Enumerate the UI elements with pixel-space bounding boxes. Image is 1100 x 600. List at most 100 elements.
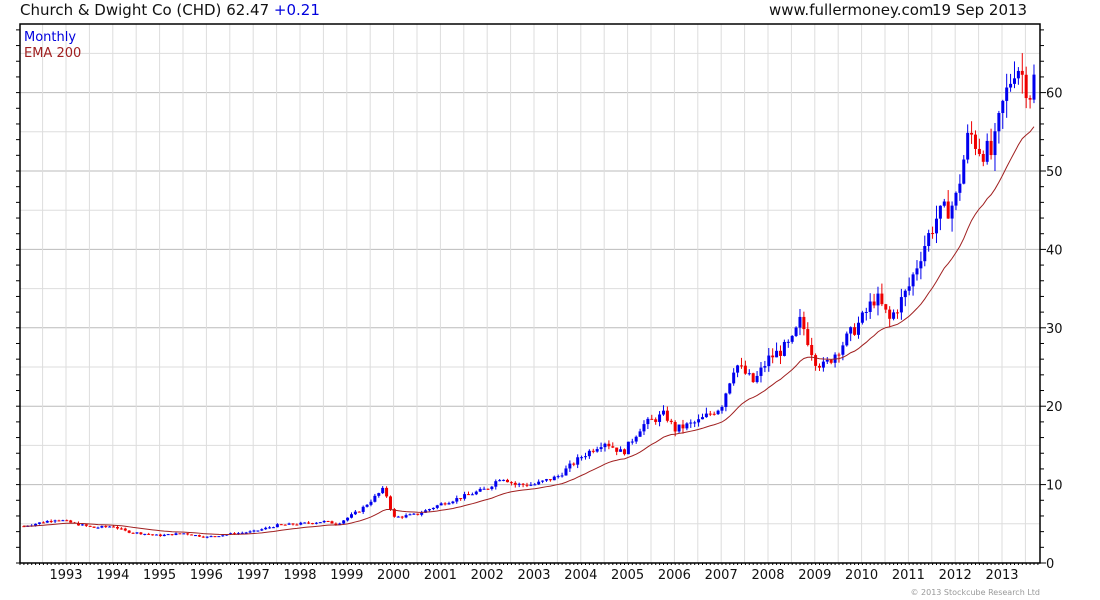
candle-body [962, 159, 966, 184]
candle-body [275, 524, 279, 528]
x-tick-label: 1995 [143, 568, 176, 583]
candle-body [424, 510, 428, 513]
candle-body [57, 520, 61, 522]
candle-body [408, 514, 412, 516]
x-tick-label: 2009 [798, 568, 831, 583]
candle-body [326, 520, 330, 522]
candle-body [482, 488, 486, 490]
candle-body [119, 528, 123, 530]
candle-body [76, 522, 80, 526]
candle-body [115, 527, 119, 529]
candle-body [689, 422, 693, 424]
candle-body [825, 359, 829, 362]
candle-body [646, 418, 650, 425]
x-tick-label: 2000 [377, 568, 410, 583]
candle-body [201, 536, 205, 538]
candle-body [993, 131, 997, 156]
candle-body [377, 493, 381, 496]
candle-body [455, 498, 459, 502]
candle-body [197, 535, 201, 537]
candle-body [37, 522, 41, 524]
candle-body [502, 479, 506, 481]
candle-body [470, 494, 474, 496]
candle-body [65, 520, 69, 522]
candle-body [564, 468, 568, 476]
candle-body [759, 367, 763, 376]
candle-body [790, 335, 794, 342]
candle-body [895, 312, 899, 314]
candle-body [279, 524, 283, 526]
candle-body [287, 523, 291, 525]
candle-body [997, 113, 1001, 132]
candle-body [53, 520, 57, 522]
candle-body [739, 365, 743, 367]
candle-body [626, 441, 630, 455]
candle-body [513, 482, 517, 485]
candle-body [338, 523, 342, 525]
candle-body [704, 413, 708, 418]
candle-body [958, 183, 962, 193]
candle-body [447, 503, 451, 505]
candle-body [915, 268, 919, 275]
candle-body [931, 233, 935, 235]
candle-body [845, 333, 849, 346]
candle-body [794, 327, 798, 336]
candle-body [981, 153, 985, 162]
candle-body [693, 422, 697, 424]
candle-body [478, 488, 482, 492]
candle-body [892, 312, 896, 319]
candle-body [595, 449, 599, 452]
candle-body [751, 373, 755, 383]
candle-body [911, 274, 915, 287]
candle-body [295, 524, 299, 526]
security-name: Church & Dwight Co (CHD) [20, 1, 222, 19]
candle-body [299, 522, 303, 525]
candle-body [622, 449, 626, 455]
candle-body [186, 533, 190, 535]
candle-body [217, 536, 221, 538]
candle-body [108, 526, 112, 528]
chart-date: 19 Sep 2013 [932, 1, 1028, 19]
candle-body [700, 417, 704, 420]
candle-body [400, 516, 404, 518]
y-tick-label: 50 [1046, 165, 1063, 180]
candle-body [135, 532, 139, 534]
candle-body [942, 201, 946, 206]
candle-body [580, 457, 584, 459]
candle-body [568, 463, 572, 469]
candle-body [236, 533, 240, 535]
candle-body [607, 443, 611, 447]
candle-body [517, 483, 521, 485]
candle-body [638, 431, 642, 437]
site-link[interactable]: www.fullermoney.com [769, 1, 934, 19]
candle-body [396, 516, 400, 518]
y-tick-label: 10 [1046, 479, 1063, 494]
plot-frame [19, 23, 1041, 564]
candle-body [533, 484, 537, 486]
candle-body [318, 522, 322, 524]
candle-body [591, 450, 595, 452]
candle-body [193, 535, 197, 537]
candle-body [544, 479, 548, 481]
candle-body [552, 476, 556, 481]
candle-body [490, 486, 494, 490]
candle-body [45, 520, 49, 523]
candle-body [849, 327, 853, 334]
candle-body [806, 329, 810, 345]
candle-body [1032, 74, 1036, 100]
candle-body [303, 522, 307, 524]
candle-body [743, 365, 747, 374]
candle-body [498, 480, 502, 482]
candle-body [342, 520, 346, 524]
candle-body [61, 520, 65, 522]
candle-body [716, 410, 720, 415]
x-tick-label: 1993 [49, 568, 82, 583]
candle-body [1016, 70, 1020, 79]
candle-body [856, 322, 860, 335]
candle-body [439, 503, 443, 506]
candle-body [420, 512, 424, 515]
candle-body [650, 418, 654, 420]
candle-body [583, 456, 587, 458]
x-tick-label: 1994 [96, 568, 129, 583]
